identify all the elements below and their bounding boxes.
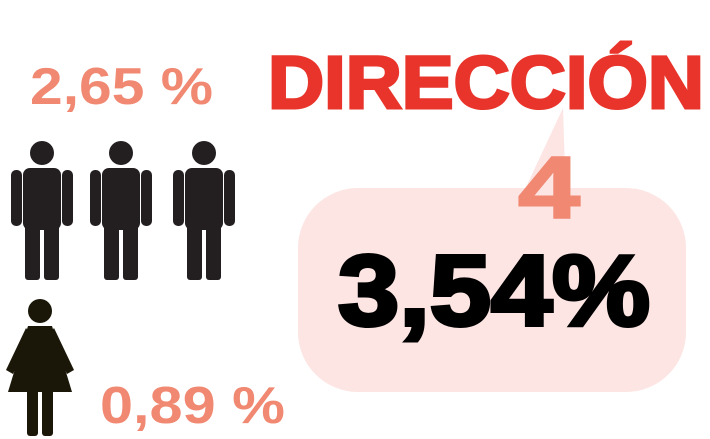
man-icon [90, 141, 152, 280]
men-share: 2,65 % [30, 58, 213, 116]
women-share: 0,89 % [100, 377, 285, 435]
man-icon [173, 141, 235, 280]
woman-icon [6, 299, 74, 436]
total-share: 3,54% [338, 235, 650, 347]
bubble-tail [520, 108, 566, 200]
man-icon [11, 141, 73, 280]
direction-number: 4 [518, 138, 580, 237]
heading: DIRECCIÓN [268, 41, 704, 124]
speech-bubble [298, 188, 686, 392]
man-icons [11, 141, 235, 280]
